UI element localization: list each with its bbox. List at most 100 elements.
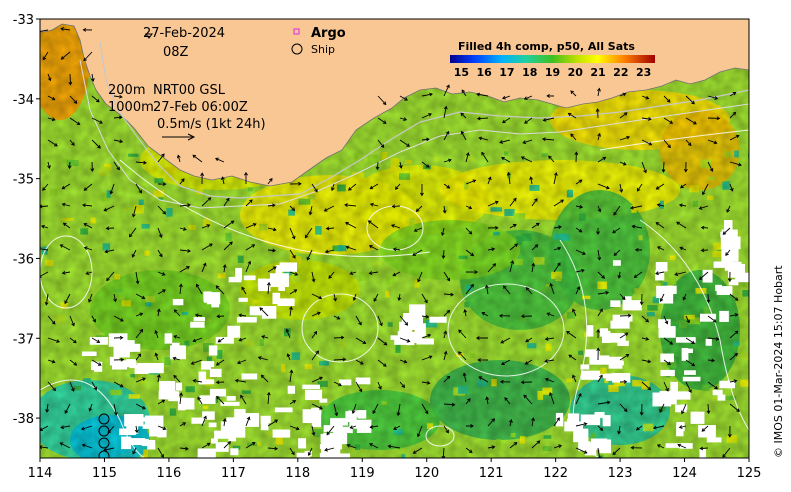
current-vector <box>465 283 474 295</box>
current-vector <box>223 441 232 449</box>
current-vector <box>619 293 626 300</box>
current-vector <box>566 331 577 339</box>
current-vector <box>477 358 489 362</box>
current-vector <box>553 225 562 230</box>
current-vector <box>509 197 517 207</box>
current-vector <box>91 139 101 149</box>
cloud-pixel <box>158 390 176 400</box>
map-date: 27-Feb-2024 <box>143 26 225 41</box>
current-vector <box>639 403 644 416</box>
current-vector <box>369 183 379 190</box>
current-vector <box>523 394 533 405</box>
current-vector <box>59 244 71 251</box>
current-vector <box>289 227 296 240</box>
cloud-pixel <box>128 438 146 446</box>
current-vector <box>156 374 161 383</box>
cloud-pixel <box>141 438 149 447</box>
current-vector <box>553 246 562 251</box>
current-vector <box>619 161 627 166</box>
current-vector <box>190 359 203 365</box>
current-vector <box>707 95 719 100</box>
current-vector <box>546 94 555 98</box>
current-vector <box>391 204 401 209</box>
current-vector <box>67 161 72 170</box>
current-vector <box>487 225 499 230</box>
current-vector <box>61 270 71 275</box>
current-vector <box>355 381 363 393</box>
current-vector <box>289 447 295 456</box>
current-vector <box>83 51 93 62</box>
current-vector <box>40 425 49 431</box>
current-vector <box>531 222 540 229</box>
isobath-200-label: 200m <box>108 83 145 98</box>
cloud-pixel <box>199 395 216 404</box>
cloud-pixel <box>261 306 277 319</box>
current-vector <box>377 381 382 390</box>
x-tick-label: 119 <box>350 466 375 481</box>
current-vector <box>345 221 357 229</box>
y-tick-label: -34 <box>13 93 34 108</box>
cloud-pixel <box>278 286 285 291</box>
cloud-pixel <box>126 340 135 352</box>
current-vector <box>267 266 277 273</box>
current-vector <box>352 293 357 302</box>
current-vector <box>179 227 187 231</box>
current-vector <box>267 248 276 253</box>
current-vector <box>91 117 103 124</box>
current-vector <box>131 249 137 258</box>
current-vector <box>641 161 647 174</box>
current-vector <box>157 447 164 458</box>
cloud-pixel <box>228 431 237 442</box>
current-vector <box>40 246 49 251</box>
current-vector <box>369 443 379 449</box>
current-vector <box>677 443 687 449</box>
current-vector <box>328 271 335 279</box>
cloud-pixel <box>612 314 633 322</box>
current-vector <box>462 372 467 383</box>
cloud-pixel <box>705 338 712 346</box>
cloud-pixel <box>228 276 242 283</box>
cloud-pixel <box>241 373 258 380</box>
x-tick-label: 125 <box>737 466 762 481</box>
cloud-pixel <box>298 438 307 449</box>
current-vector <box>41 224 49 229</box>
current-vector <box>663 95 671 103</box>
current-vector <box>443 425 449 434</box>
current-vector <box>311 376 323 383</box>
current-vector <box>729 111 737 119</box>
current-vector <box>619 135 631 141</box>
current-vector <box>597 87 601 97</box>
current-vector <box>179 203 191 208</box>
current-vector <box>475 336 489 340</box>
current-vector <box>641 95 650 100</box>
current-vector <box>596 328 601 339</box>
isobath-200m <box>99 41 749 199</box>
current-vector <box>311 350 319 361</box>
colorbar-tick-label: 21 <box>590 66 605 79</box>
cloud-pixel <box>602 415 611 427</box>
current-vector <box>222 418 227 427</box>
current-vector <box>522 139 533 144</box>
current-vector <box>706 403 711 415</box>
x-tick-label: 120 <box>414 466 439 481</box>
colorbar-tick-label: 16 <box>477 66 493 79</box>
current-vector <box>333 335 345 340</box>
cloud-pixel <box>720 236 741 250</box>
current-vector <box>729 293 739 301</box>
current-vector <box>575 268 585 273</box>
cloud-pixel <box>728 279 739 286</box>
current-vector <box>345 245 357 251</box>
current-vector <box>465 270 478 274</box>
current-vector <box>707 315 717 323</box>
current-vector <box>659 403 665 413</box>
colorbar-tick-label: 15 <box>454 66 469 79</box>
cloud-pixel <box>119 361 137 368</box>
cloud-pixel <box>319 444 327 450</box>
current-vector <box>128 227 137 238</box>
cloud-pixel <box>700 313 717 322</box>
cloud-pixel <box>735 272 749 283</box>
current-vector <box>90 73 95 82</box>
current-vector <box>729 313 739 317</box>
current-vector <box>267 419 279 427</box>
current-vector <box>619 112 628 119</box>
